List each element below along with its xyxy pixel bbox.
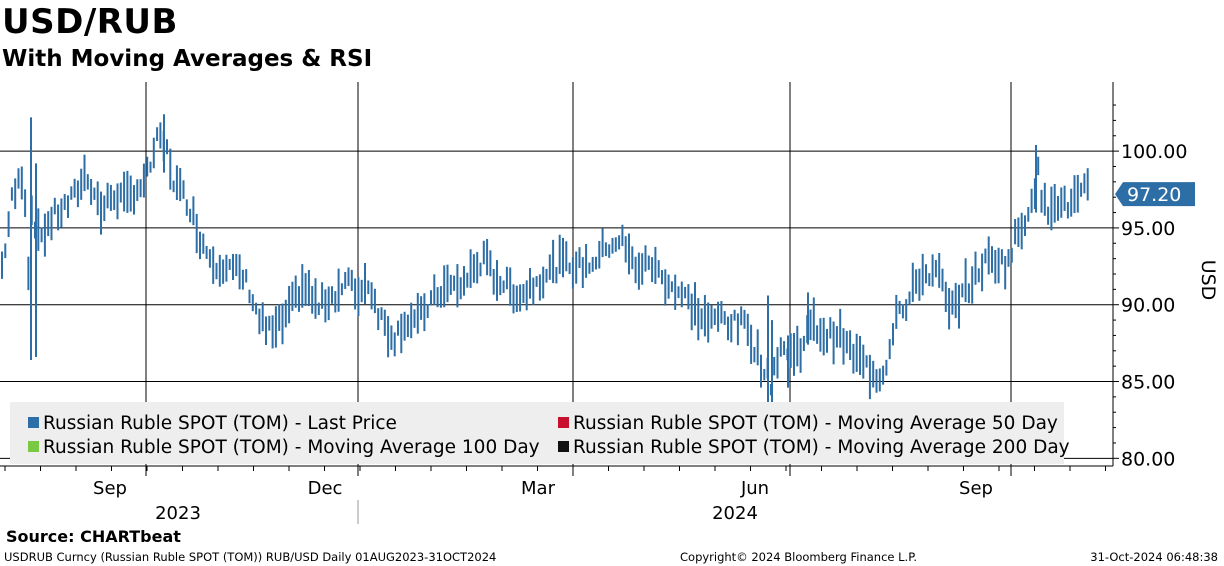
axes: 100.00 95.00 90.00 85.00 80.00 Sep Dec Mar Jun Se… (0, 82, 1219, 524)
chart-subtitle: With Moving Averages & RSI (2, 46, 373, 72)
x-month-label: Dec (308, 478, 343, 499)
x-month-label: Sep (93, 478, 127, 499)
y-tick-label: 95.00 (1121, 218, 1175, 240)
x-year-label: 2024 (712, 503, 758, 524)
footer-ticker-info: USDRUB Curncy (Russian Ruble SPOT (TOM))… (4, 550, 497, 564)
y-tick-label: 80.00 (1121, 448, 1175, 470)
footer-timestamp: 31-Oct-2024 06:48:38 (1090, 550, 1218, 564)
legend-label-ma100: Russian Ruble SPOT (TOM) - Moving Averag… (43, 437, 540, 458)
legend-item-ma50: Russian Ruble SPOT (TOM) - Moving Averag… (558, 413, 1058, 435)
footer-copyright: Copyright© 2024 Bloomberg Finance L.P. (680, 550, 917, 564)
y-tick-label: 90.00 (1121, 295, 1175, 317)
legend-item-last-price: Russian Ruble SPOT (TOM) - Last Price (28, 413, 397, 435)
legend-item-ma200: Russian Ruble SPOT (TOM) - Moving Averag… (558, 437, 1070, 459)
y-axis-title: USD (1197, 260, 1219, 301)
chart-legend: Russian Ruble SPOT (TOM) - Last Price Ru… (10, 402, 1070, 464)
price-series (1, 114, 1089, 425)
x-year-label: 2023 (155, 503, 201, 524)
legend-swatch-ma100 (28, 441, 39, 452)
x-month-label: Sep (959, 478, 993, 499)
x-month-label: Jun (740, 478, 769, 499)
legend-swatch-ma50 (558, 417, 569, 428)
y-tick-label: 85.00 (1121, 372, 1175, 394)
source-label: Source: CHARTbeat (6, 527, 181, 546)
legend-label-last-price: Russian Ruble SPOT (TOM) - Last Price (43, 413, 397, 434)
y-tick-label: 100.00 (1121, 141, 1187, 163)
legend-swatch-ma200 (558, 441, 569, 452)
last-value-label: 97.20 (1127, 184, 1181, 206)
chart-title: USD/RUB (2, 2, 178, 42)
legend-label-ma50: Russian Ruble SPOT (TOM) - Moving Averag… (573, 413, 1058, 434)
legend-swatch-last-price (28, 417, 39, 428)
legend-item-ma100: Russian Ruble SPOT (TOM) - Moving Averag… (28, 437, 540, 459)
last-value-badge (1115, 182, 1195, 207)
legend-label-ma200: Russian Ruble SPOT (TOM) - Moving Averag… (573, 437, 1070, 458)
x-month-label: Mar (521, 478, 556, 499)
